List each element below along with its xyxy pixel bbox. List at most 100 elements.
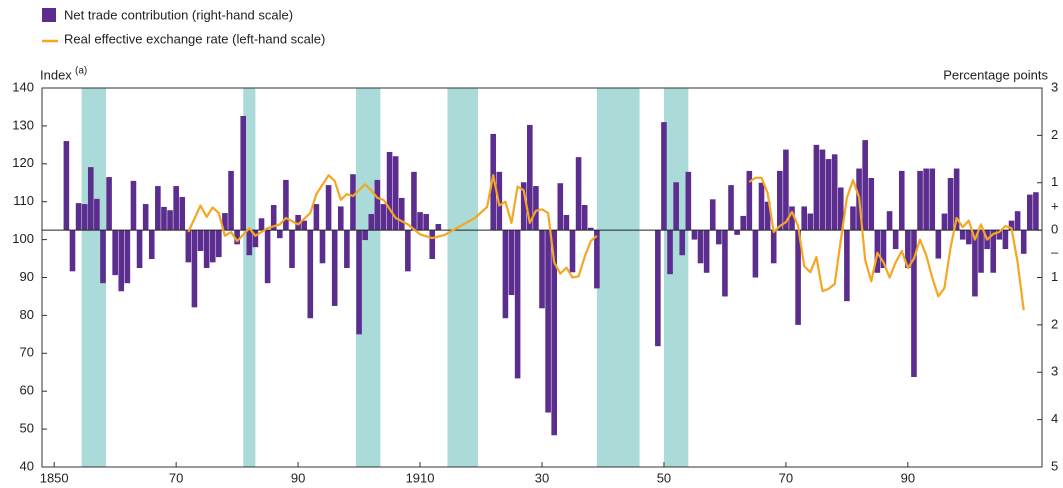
bar: [1033, 192, 1039, 231]
y-tick-label: 100: [12, 231, 34, 246]
bar: [161, 206, 167, 231]
bar: [966, 230, 972, 245]
bar: [173, 186, 179, 231]
bar: [417, 212, 423, 231]
y-tick-label: 110: [13, 193, 34, 208]
bar: [118, 230, 125, 292]
bar: [917, 170, 923, 231]
bar: [520, 182, 527, 231]
shaded-period: [663, 88, 689, 467]
bar: [752, 230, 759, 278]
bar: [155, 186, 161, 231]
bar: [331, 230, 338, 306]
bar: [319, 230, 326, 264]
bar: [502, 230, 509, 319]
plot-frame: [41, 87, 1043, 468]
shaded-period: [447, 88, 478, 467]
y-tick-label: 60: [20, 383, 34, 398]
bar: [435, 223, 442, 231]
bar: [398, 197, 405, 231]
bar: [209, 230, 216, 263]
x-tick-label: 30: [535, 470, 549, 485]
bar: [691, 230, 698, 240]
bar: [337, 206, 344, 231]
bar: [892, 230, 899, 250]
legend-label: Net trade contribution (right-hand scale…: [64, 7, 293, 22]
bar: [801, 206, 807, 231]
bar: [130, 180, 137, 231]
legend-swatch-bar: [42, 8, 56, 22]
x-tick-label: 1850: [40, 470, 69, 485]
bar: [258, 218, 265, 231]
y-tick-label: 120: [12, 155, 34, 170]
y2-axis-label: Percentage points: [943, 67, 1048, 82]
y2-tick-label: 1: [1051, 174, 1058, 189]
bar: [368, 214, 375, 231]
bar: [405, 230, 411, 272]
bar: [277, 230, 283, 239]
bar: [807, 213, 814, 231]
bar: [411, 171, 417, 231]
bar: [929, 168, 936, 231]
bar: [667, 230, 673, 275]
y-tick-label: 70: [20, 345, 34, 360]
bar: [789, 206, 795, 231]
bar: [758, 182, 765, 231]
bar: [575, 157, 582, 231]
bar: [228, 170, 234, 231]
bar: [386, 151, 393, 231]
bar: [222, 213, 228, 231]
bar: [63, 141, 70, 231]
bar: [734, 230, 740, 235]
bar: [539, 230, 545, 309]
bar: [722, 230, 728, 297]
bar: [1027, 194, 1033, 231]
bar: [148, 230, 155, 260]
bar: [764, 201, 771, 231]
y2-tick-label: 0: [1051, 222, 1058, 237]
x-tick-label: 90: [901, 470, 915, 485]
bar: [850, 206, 856, 231]
x-tick-label: 1910: [406, 470, 435, 485]
bar: [679, 230, 686, 256]
y2-tick-label: 5: [1051, 458, 1058, 473]
bar: [87, 167, 94, 231]
bar: [344, 230, 350, 269]
bar: [941, 213, 948, 231]
bar: [959, 230, 966, 240]
bar: [508, 230, 515, 296]
bar: [862, 140, 868, 231]
y2-tick-label: 2: [1051, 127, 1058, 142]
bar: [252, 230, 259, 248]
bar: [557, 183, 564, 231]
bar: [703, 230, 710, 273]
bar: [935, 230, 942, 259]
bar: [844, 230, 850, 302]
bar: [301, 220, 307, 231]
y-tick-label: 50: [20, 421, 34, 436]
bar: [581, 205, 588, 231]
x-tick-label: 50: [657, 470, 671, 485]
bar: [179, 196, 186, 231]
sign-plus: +: [1051, 198, 1059, 213]
bar: [167, 210, 173, 231]
bar: [392, 156, 399, 231]
bar: [978, 230, 984, 273]
bar: [289, 230, 295, 269]
bar: [740, 215, 747, 231]
bar: [868, 178, 875, 231]
y2-tick-label: 4: [1051, 411, 1058, 426]
bar: [295, 214, 301, 231]
bar: [514, 230, 521, 379]
bar: [831, 154, 838, 231]
bar: [594, 230, 600, 289]
line: [187, 174, 1025, 311]
bar: [953, 168, 960, 231]
bar: [142, 204, 149, 231]
shaded-period: [596, 88, 640, 467]
bar: [490, 133, 497, 231]
bar: [923, 168, 929, 231]
bar: [569, 230, 576, 273]
bar: [533, 186, 539, 231]
bar: [905, 230, 911, 269]
